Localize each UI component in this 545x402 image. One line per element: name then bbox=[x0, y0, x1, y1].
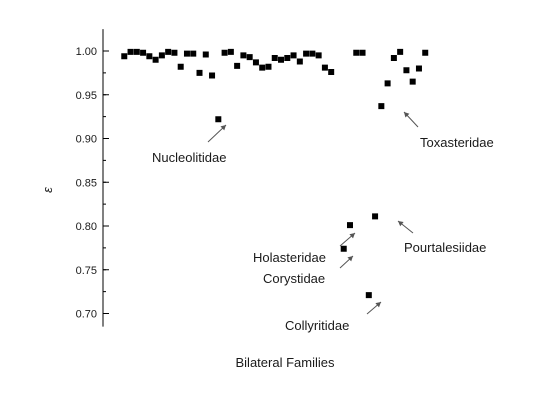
annotation-arrowhead bbox=[220, 125, 226, 131]
data-point bbox=[234, 62, 241, 69]
annotation-label: Pourtalesiidae bbox=[404, 240, 486, 255]
annotation-arrowhead bbox=[375, 302, 381, 308]
data-point bbox=[415, 65, 422, 72]
x-axis-label: Bilateral Families bbox=[236, 355, 335, 370]
data-point bbox=[284, 55, 291, 61]
data-point bbox=[390, 55, 397, 61]
data-point bbox=[259, 64, 266, 71]
data-point bbox=[409, 78, 416, 85]
data-point bbox=[246, 54, 253, 61]
y-tick-label: 0.90 bbox=[76, 134, 97, 146]
annotation-arrowhead bbox=[349, 233, 355, 239]
data-point bbox=[183, 50, 190, 57]
annotation-label: Nucleolitidae bbox=[152, 150, 226, 165]
data-point bbox=[328, 69, 335, 75]
data-point bbox=[146, 53, 153, 60]
data-point bbox=[140, 49, 147, 56]
data-point bbox=[152, 56, 159, 63]
data-point bbox=[165, 48, 172, 55]
data-point bbox=[397, 48, 404, 55]
data-point bbox=[365, 292, 372, 299]
data-point bbox=[353, 49, 360, 56]
data-point bbox=[315, 52, 322, 59]
y-tick-label: 1.00 bbox=[76, 46, 97, 58]
y-tick-label: 0.75 bbox=[76, 265, 97, 277]
data-point bbox=[240, 52, 247, 59]
data-point bbox=[190, 50, 197, 57]
data-point bbox=[296, 58, 303, 65]
data-point bbox=[309, 50, 316, 57]
annotations: Nucleolitidae Toxasteridae Holasteridae Cor… bbox=[152, 111, 494, 333]
data-point bbox=[346, 222, 353, 229]
data-point bbox=[227, 48, 234, 55]
y-tick-label: 0.70 bbox=[76, 309, 97, 321]
data-point bbox=[384, 80, 391, 87]
data-point bbox=[372, 213, 379, 220]
y-tick-label: 0.95 bbox=[76, 90, 97, 102]
data-point bbox=[121, 53, 128, 60]
data-point bbox=[378, 103, 385, 110]
data-point bbox=[340, 245, 347, 252]
data-point bbox=[303, 50, 310, 57]
data-point bbox=[290, 52, 297, 59]
data-point bbox=[171, 49, 178, 56]
data-markers bbox=[121, 48, 429, 299]
data-point bbox=[158, 52, 165, 59]
annotation-label: Collyritidae bbox=[285, 318, 349, 333]
data-point bbox=[127, 48, 134, 55]
data-point bbox=[215, 116, 222, 123]
data-point bbox=[321, 64, 328, 71]
data-point bbox=[278, 56, 285, 63]
annotation-arrowhead bbox=[347, 256, 353, 262]
data-point bbox=[252, 59, 259, 66]
data-point bbox=[403, 67, 410, 74]
annotation-arrowhead bbox=[398, 221, 404, 227]
annotation-label: Corystidae bbox=[263, 271, 325, 286]
data-point bbox=[221, 49, 228, 56]
data-point bbox=[133, 48, 140, 55]
annotation-arrowhead bbox=[404, 112, 410, 118]
annotation-label: Toxasteridae bbox=[420, 135, 494, 150]
y-tick-label: 0.80 bbox=[76, 221, 97, 233]
annotation-label: Holasteridae bbox=[253, 250, 326, 265]
data-point bbox=[209, 72, 216, 79]
data-point bbox=[202, 51, 209, 58]
data-point bbox=[422, 49, 429, 56]
y-tick-label: 0.85 bbox=[76, 177, 97, 189]
y-axis-label: ε bbox=[40, 187, 55, 193]
data-point bbox=[196, 69, 203, 76]
data-point bbox=[271, 55, 278, 61]
y-axis: 0.70 0.75 0.80 0.85 0.90 0.95 1.00 bbox=[76, 29, 109, 327]
data-point bbox=[177, 63, 184, 70]
data-point bbox=[359, 49, 366, 56]
data-point bbox=[265, 63, 272, 70]
